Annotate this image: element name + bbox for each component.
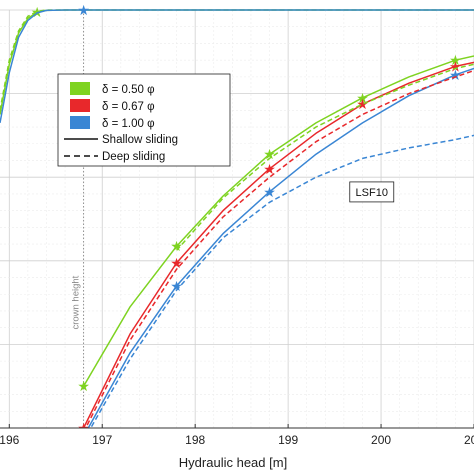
series-marker-1-1: ★ bbox=[170, 239, 183, 255]
series-marker-1-0: ★ bbox=[77, 379, 90, 395]
crown-height-marker: crown height bbox=[71, 10, 85, 428]
series-marker-3-2: ★ bbox=[449, 68, 462, 84]
legend: δ = 0.50 φ δ = 0.67 φ δ = 1.00 φ Shallow… bbox=[57, 73, 231, 167]
series-marker-2-0: ★ bbox=[77, 421, 90, 437]
x-tick-label: 196 bbox=[0, 433, 20, 447]
legend-swatch-blue bbox=[70, 116, 90, 129]
series-line-8 bbox=[0, 9, 474, 124]
legend-label-2: δ = 1.00 φ bbox=[102, 118, 155, 130]
series-line-1 bbox=[82, 55, 474, 387]
lsf-annotation-label: LSF10 bbox=[356, 187, 388, 199]
legend-label-1: δ = 0.67 φ bbox=[102, 101, 155, 113]
legend-swatch-green bbox=[70, 82, 90, 95]
series-marker-2-1: ★ bbox=[170, 256, 183, 272]
lsf-annotation-box bbox=[349, 181, 395, 203]
legend-swatch-red bbox=[70, 99, 90, 112]
series-marker-8-0: ★ bbox=[77, 3, 90, 19]
legend-label-0: δ = 0.50 φ bbox=[102, 84, 155, 96]
series: ★★★★★★★★★★★★★★★ bbox=[0, 3, 474, 437]
x-tick-label: 199 bbox=[278, 433, 298, 447]
series-marker-2-2: ★ bbox=[263, 162, 276, 178]
series-marker-1-2: ★ bbox=[263, 147, 276, 163]
series-marker-2-3: ★ bbox=[356, 97, 369, 113]
series-line-5 bbox=[176, 63, 474, 251]
series-marker-2-4: ★ bbox=[449, 59, 462, 75]
x-tick-label: 200 bbox=[371, 433, 391, 447]
series-marker-3-1: ★ bbox=[263, 185, 276, 201]
series-line-7 bbox=[89, 134, 474, 428]
x-tick-label: 197 bbox=[92, 433, 112, 447]
x-axis: 196 197 198 199 200 201 bbox=[0, 424, 474, 447]
legend-label-4: Deep sliding bbox=[102, 151, 165, 163]
crown-height-label: crown height bbox=[71, 275, 82, 329]
legend-label-3: Shallow sliding bbox=[102, 134, 178, 146]
x-tick-label: 198 bbox=[185, 433, 205, 447]
series-marker-3-0: ★ bbox=[170, 279, 183, 295]
series-line-6 bbox=[84, 69, 474, 428]
x-axis-label: Hydraulic head [m] bbox=[179, 455, 287, 470]
series-line-2 bbox=[82, 61, 474, 428]
lsf-annotation: LSF10 bbox=[349, 181, 395, 203]
x-tick-label: 201 bbox=[464, 433, 474, 447]
